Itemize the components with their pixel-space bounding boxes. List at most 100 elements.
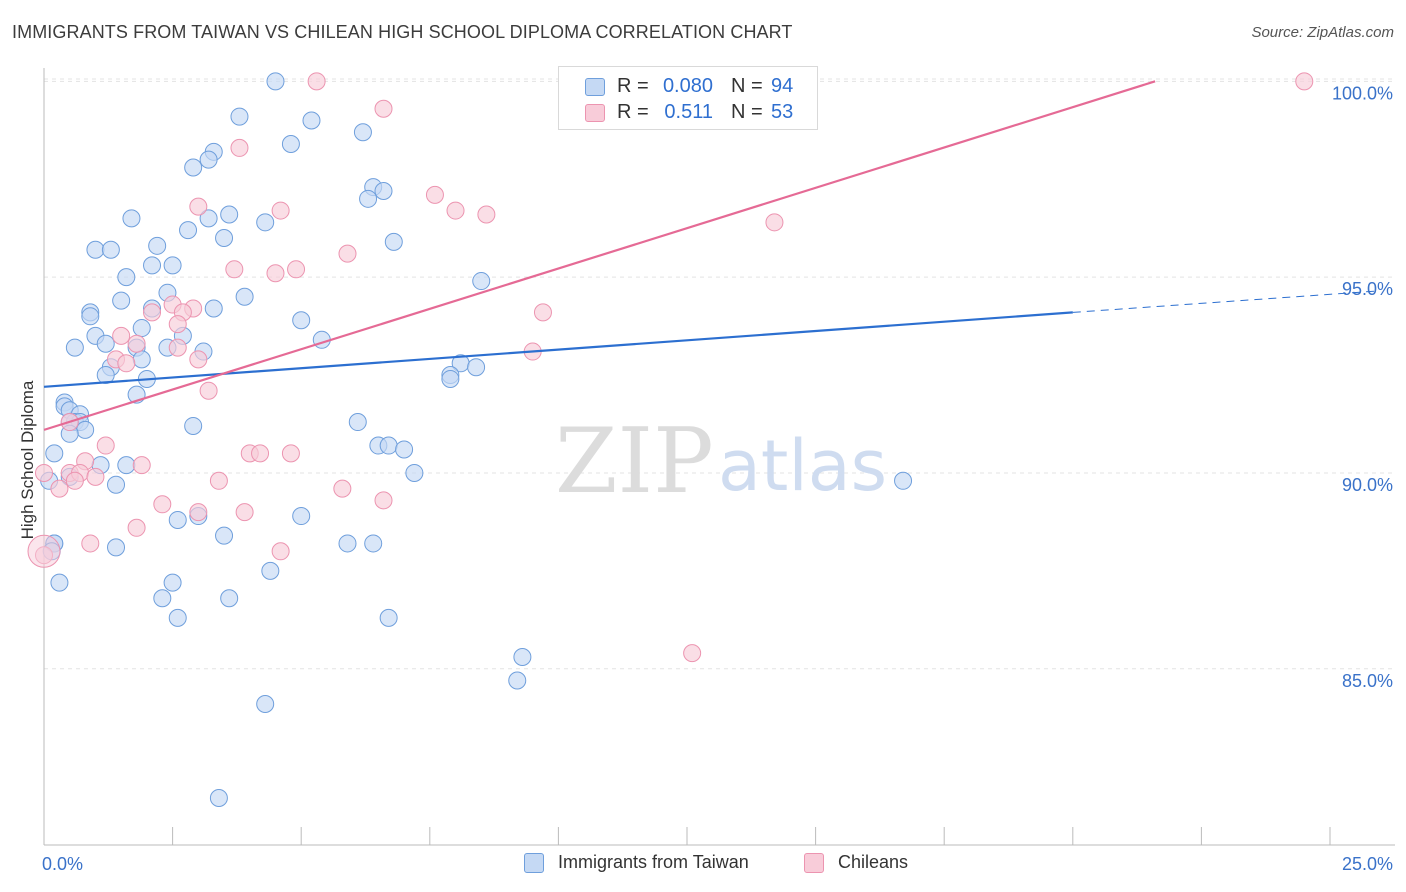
pink-data-point <box>127 334 146 353</box>
blue-data-point <box>472 272 491 291</box>
blue-data-point <box>338 534 357 553</box>
pink-data-point <box>1295 72 1314 91</box>
pink-data-point <box>225 260 244 279</box>
pink-data-point <box>251 444 270 463</box>
correlation-legend: R = 0.080 N = 94 R = 0.511 N = 53 <box>558 66 818 130</box>
legend-n-value: 53 <box>771 101 794 123</box>
pink-data-point <box>168 338 187 357</box>
pink-data-point <box>209 471 228 490</box>
blue-data-point <box>50 573 69 592</box>
blue-data-point <box>132 350 151 369</box>
series-legend-label: Chileans <box>838 852 909 872</box>
blue-data-point <box>467 358 486 377</box>
blue-data-point <box>184 416 203 435</box>
legend-r-label: R = <box>617 75 649 97</box>
legend-swatch-blue <box>585 78 605 96</box>
pink-data-point <box>374 491 393 510</box>
watermark: ZIP atlas <box>555 409 887 514</box>
x-tick-label: 0.0% <box>42 854 83 874</box>
pink-data-point <box>333 479 352 498</box>
pink-data-point <box>338 244 357 263</box>
blue-data-point <box>199 150 218 169</box>
blue-data-point <box>508 671 527 690</box>
blue-data-point <box>107 475 126 494</box>
blue-data-point <box>235 287 254 306</box>
watermark-atlas: atlas <box>718 425 887 507</box>
pink-data-point <box>127 518 146 537</box>
y-tick-label: 90.0% <box>1342 475 1393 495</box>
blue-data-point <box>204 299 223 318</box>
pink-data-point <box>132 456 151 475</box>
pink-data-point <box>65 471 84 490</box>
blue-data-point <box>65 338 84 357</box>
blue-data-point <box>86 240 105 259</box>
pink-data-point <box>765 213 784 232</box>
blue-data-point <box>96 334 115 353</box>
pink-data-point <box>81 534 100 553</box>
series-legend-label: Immigrants from Taiwan <box>558 852 749 872</box>
legend-r-label: R = <box>617 101 649 123</box>
chart-title: IMMIGRANTS FROM TAIWAN VS CHILEAN HIGH S… <box>12 22 793 42</box>
blue-data-point <box>148 236 167 255</box>
blue-data-point <box>281 134 300 153</box>
blue-data-point <box>364 534 383 553</box>
blue-data-point <box>353 123 372 142</box>
pink-data-point <box>230 138 249 157</box>
y-tick-label: 95.0% <box>1342 279 1393 299</box>
pink-data-point <box>533 303 552 322</box>
pink-data-point <box>189 503 208 522</box>
pink-data-point <box>35 463 53 482</box>
blue-data-point <box>215 526 234 545</box>
pink-data-point <box>50 479 69 498</box>
blue-data-point <box>117 456 136 475</box>
pink-trend-line <box>43 80 1156 431</box>
series-legend: Immigrants from Taiwan Chileans <box>0 852 1406 876</box>
pink-data-point <box>143 303 162 322</box>
pink-data-point <box>425 185 444 204</box>
legend-n-label: N = <box>731 101 763 123</box>
blue-data-point <box>513 648 532 667</box>
blue-data-point <box>292 507 311 526</box>
grid-lines <box>44 78 1395 670</box>
blue-data-point <box>112 291 131 310</box>
blue-data-point <box>256 213 275 232</box>
pink-data-point <box>683 644 702 663</box>
blue-data-point <box>384 232 403 251</box>
blue-data-point <box>220 589 239 608</box>
pink-data-point <box>287 260 306 279</box>
blue-data-point <box>230 107 249 126</box>
blue-data-point <box>81 307 100 326</box>
blue-trend-extension <box>1072 290 1381 313</box>
blue-data-point <box>395 440 414 459</box>
pink-data-point <box>153 495 172 514</box>
blue-data-point <box>894 471 913 490</box>
blue-data-point <box>199 209 218 228</box>
series-swatch-blue <box>524 853 544 873</box>
pink-data-point <box>266 264 285 283</box>
pink-data-point <box>189 350 208 369</box>
blue-data-point <box>122 209 141 228</box>
blue-data-point <box>107 538 126 557</box>
blue-data-point <box>215 228 234 247</box>
y-tick-label: 100.0% <box>1332 83 1393 103</box>
pink-data-point <box>235 503 254 522</box>
pink-data-point <box>189 197 208 216</box>
blue-data-point <box>168 608 187 627</box>
blue-data-point <box>143 256 162 275</box>
legend-r-value: 0.511 <box>664 101 713 123</box>
source-credit: Source: ZipAtlas.com <box>1251 24 1394 41</box>
pink-data-point <box>168 315 187 334</box>
blue-data-point <box>153 589 172 608</box>
pink-data-point <box>199 381 218 400</box>
pink-data-point <box>281 444 300 463</box>
blue-data-point <box>220 205 239 224</box>
blue-data-point <box>359 189 378 208</box>
blue-data-point <box>163 573 182 592</box>
blue-data-point <box>163 256 182 275</box>
pink-data-point <box>86 467 105 486</box>
blue-data-point <box>256 695 275 714</box>
tick-labels: 85.0% 90.0% 95.0% 100.0% 0.0% 25.0% <box>42 83 1393 874</box>
blue-data-point <box>117 268 136 287</box>
blue-data-point <box>348 413 367 432</box>
blue-data-point <box>292 311 311 330</box>
